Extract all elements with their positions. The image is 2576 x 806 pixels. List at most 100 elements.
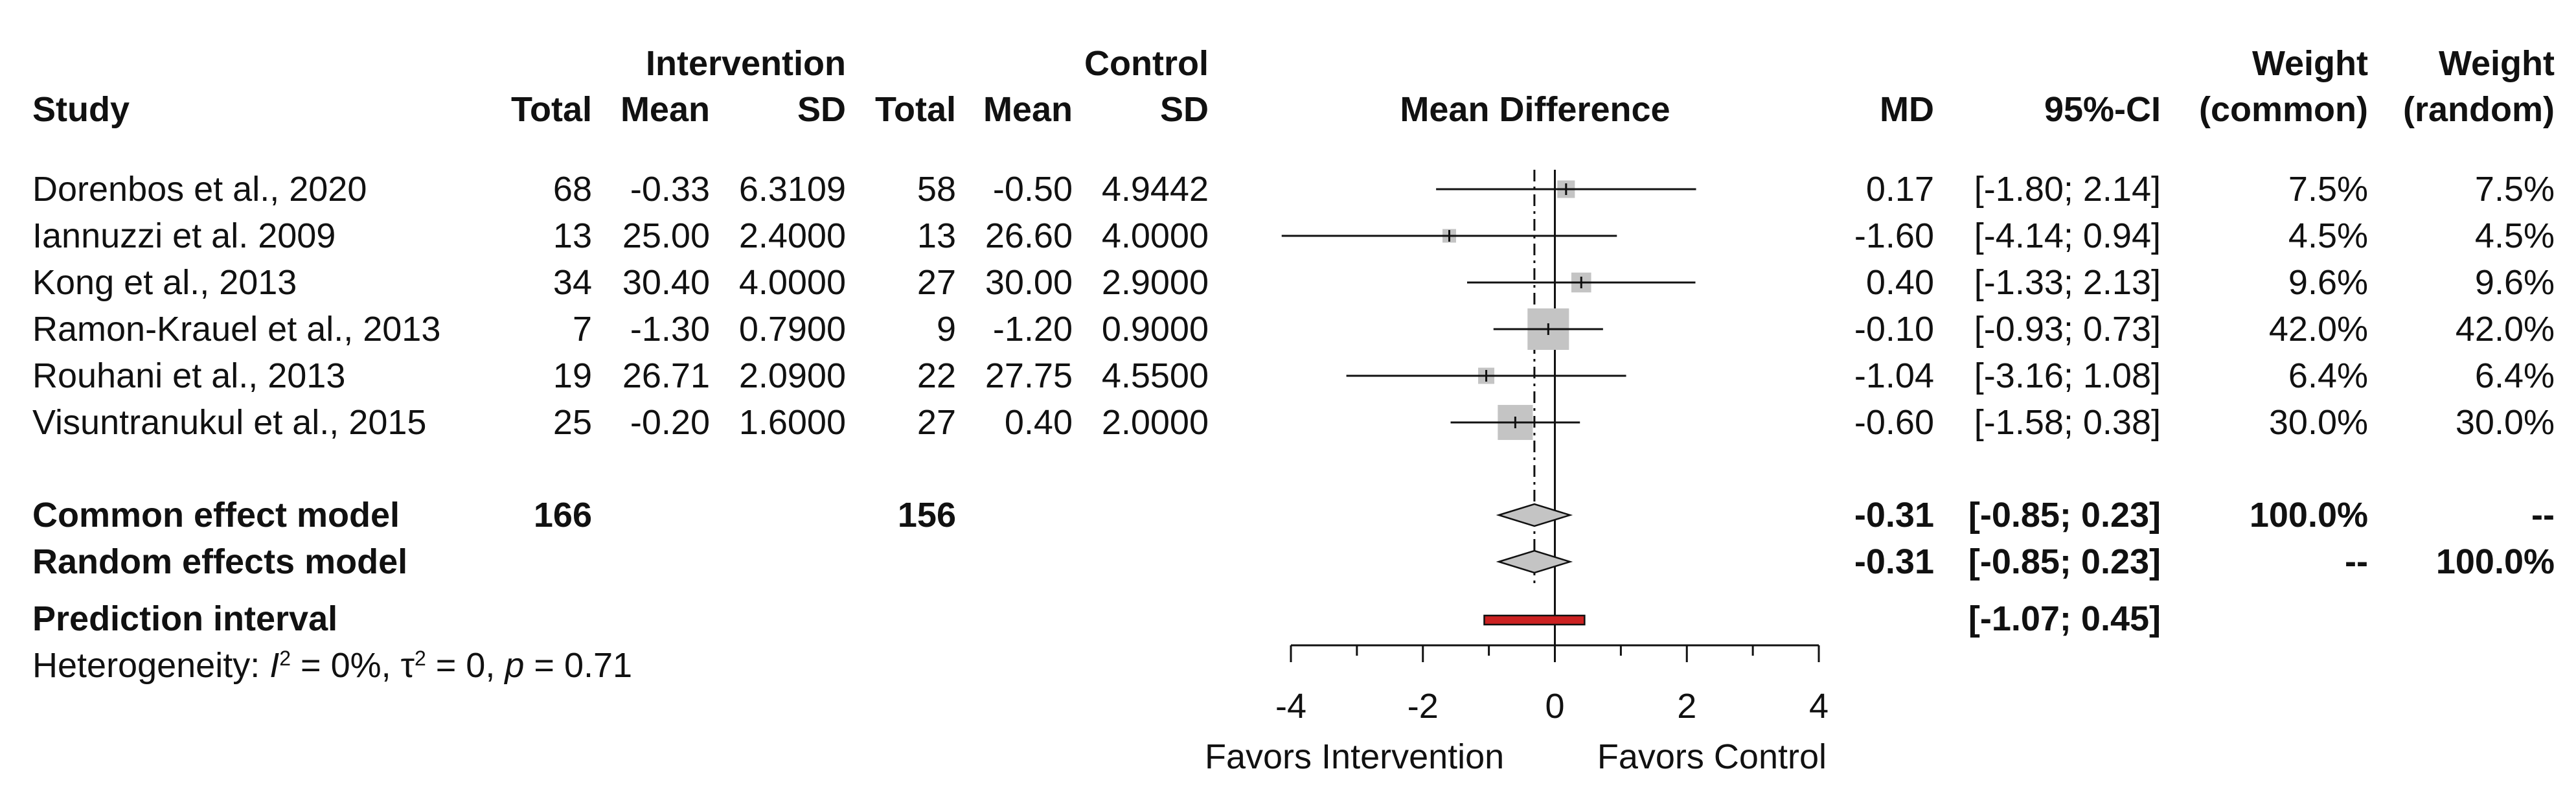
control-mean: 0.40 [1005,403,1073,442]
ci-value: [-0.93; 0.73] [1974,310,2161,349]
intervention-mean: -0.33 [630,170,710,209]
het-tau2-sup: 2 [415,647,426,670]
md-value: -1.04 [1854,356,1934,395]
header-md: MD [1880,90,1934,129]
het-tau2-symbol: τ [401,646,415,685]
x-axis-tick-label: 4 [1809,687,1829,726]
intervention-mean: 25.00 [622,216,710,255]
het-p-value: = 0.71 [524,646,632,685]
header-ctl-sd: SD [1160,90,1209,129]
control-total: 22 [917,356,956,395]
header-weight-random: (random) [2403,90,2555,129]
control-mean: 30.00 [985,263,1073,302]
ci-value: [-3.16; 1.08] [1974,356,2161,395]
intervention-total: 19 [553,356,592,395]
header-ctl-mean: Mean [983,90,1073,129]
weight-random-value: 6.4% [2475,356,2555,395]
intervention-sd: 6.3109 [739,170,846,209]
summary-weight-common: -- [2345,542,2368,581]
intervention-mean: 30.40 [622,263,710,302]
header-weight-common-top: Weight [2252,44,2368,83]
weight-common-value: 42.0% [2269,310,2368,349]
study-row: Iannuzzi et al. 2009 13 25.00 2.4000 13 26.60… [32,216,2555,255]
header-int-mean: Mean [621,90,710,129]
header-control-group: Control [1084,44,1209,83]
control-total: 27 [917,263,956,302]
control-mean: 26.60 [985,216,1073,255]
intervention-sd: 4.0000 [739,263,846,302]
x-axis-label-intervention: Favors Intervention [1205,737,1504,776]
summary-diamond [1496,503,1573,527]
header-study: Study [32,90,130,129]
x-axis-label-control: Favors Control [1597,737,1827,776]
summary-row: Common effect model 166 156 -0.31 [-0.85; 0.… [32,496,2555,535]
study-name: Rouhani et al., 2013 [32,356,345,395]
md-value: 0.40 [1866,263,1934,302]
header-intervention-group: Intervention [646,44,846,83]
md-value: 0.17 [1866,170,1934,209]
header-ctl-total: Total [875,90,956,129]
header-ci: 95%-CI [2044,90,2161,129]
intervention-total: 68 [553,170,592,209]
x-axis-tick-label: -4 [1275,687,1306,726]
control-total: 58 [917,170,956,209]
control-sd: 0.9000 [1102,310,1209,349]
summary-weight-random: 100.0% [2436,542,2555,581]
intervention-sd: 2.0900 [739,356,846,395]
header-weight-random-top: Weight [2439,44,2555,83]
summary-ci-value: [-0.85; 0.23] [1968,542,2161,581]
summary-label: Common effect model [32,496,400,535]
het-prefix: Heterogeneity: [32,646,269,685]
md-value: -0.60 [1854,403,1934,442]
weight-common-value: 30.0% [2269,403,2368,442]
summary-rows: Common effect model 166 156 -0.31 [-0.85; 0.… [32,496,2555,581]
summary-control-total: 156 [898,496,956,535]
reference-lines [1533,170,1556,645]
control-sd: 4.0000 [1102,216,1209,255]
study-rows: Dorenbos et al., 2020 68 -0.33 6.3109 58 -0.5… [32,170,2555,442]
prediction-layer [1483,614,1586,626]
control-sd: 2.9000 [1102,263,1209,302]
summary-diamond [1496,549,1573,574]
weight-random-value: 30.0% [2456,403,2555,442]
control-sd: 4.5500 [1102,356,1209,395]
control-mean: -0.50 [993,170,1073,209]
ci-value: [-4.14; 0.94] [1974,216,2161,255]
het-i2-value: = 0%, [291,646,401,685]
weight-random-value: 9.6% [2475,263,2555,302]
weight-common-value: 9.6% [2288,263,2368,302]
het-i2-sup: 2 [279,647,291,670]
prediction-interval-label: Prediction interval [32,599,337,638]
intervention-total: 25 [553,403,592,442]
prediction-interval-bar [1483,614,1586,626]
study-name: Iannuzzi et al. 2009 [32,216,336,255]
x-axis-tick-label: 2 [1677,687,1696,726]
x-axis-tick-label: 0 [1545,687,1564,726]
control-sd: 2.0000 [1102,403,1209,442]
x-axis: -4 -2 0 2 4 [1275,644,1829,726]
intervention-mean: -0.20 [630,403,710,442]
summary-ci-value: [-0.85; 0.23] [1968,496,2161,535]
intervention-mean: 26.71 [622,356,710,395]
study-name: Ramon-Krauel et al., 2013 [32,310,440,349]
intervention-sd: 1.6000 [739,403,846,442]
heterogeneity-text: Heterogeneity: I2 = 0%, τ2 = 0, p = 0.71 [32,646,632,685]
summary-md-value: -0.31 [1854,496,1934,535]
intervention-total: 13 [553,216,592,255]
summary-intervention-total: 166 [534,496,592,535]
study-name: Visuntranukul et al., 2015 [32,403,426,442]
header-plot: Mean Difference [1400,90,1670,129]
control-sd: 4.9442 [1102,170,1209,209]
control-total: 27 [917,403,956,442]
study-name: Kong et al., 2013 [32,263,297,302]
summary-row: Random effects model -0.31 [-0.85; 0.23] --… [32,542,2555,581]
weight-random-value: 42.0% [2456,310,2555,349]
study-row: Dorenbos et al., 2020 68 -0.33 6.3109 58 -0.5… [32,170,2555,209]
header-int-total: Total [511,90,592,129]
control-total: 13 [917,216,956,255]
header-weight-common: (common) [2199,90,2368,129]
summary-label: Random effects model [32,542,407,581]
study-row: Visuntranukul et al., 2015 25 -0.20 1.6000 2… [32,403,2555,442]
